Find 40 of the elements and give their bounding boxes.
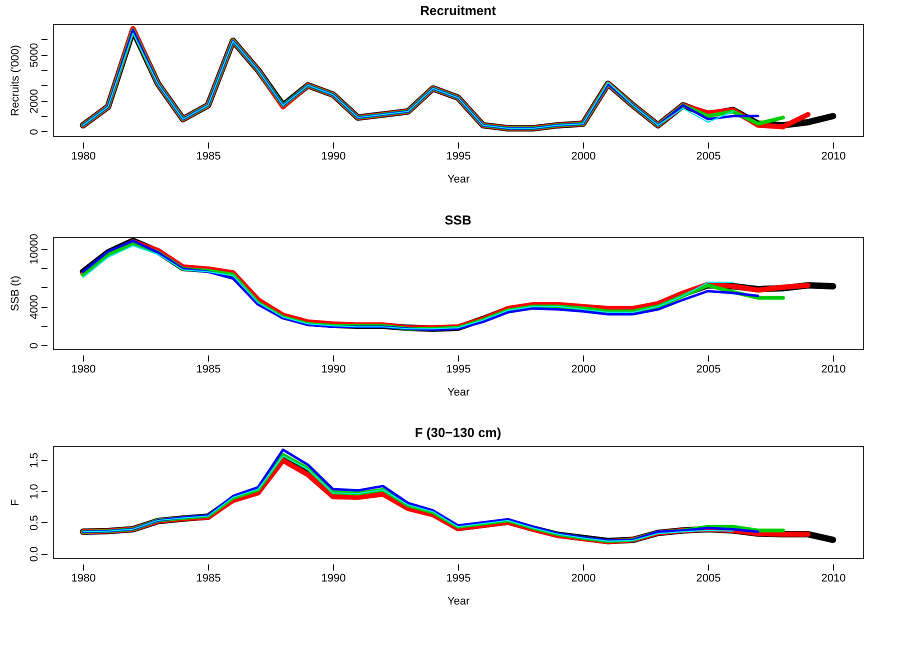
- y-tick-label: 1.5: [28, 452, 40, 468]
- y-tick-label: 2000: [28, 88, 40, 114]
- x-tick-label: 2005: [696, 150, 721, 162]
- x-tick-label: 1985: [196, 572, 221, 584]
- x-tick-label: 2000: [571, 572, 596, 584]
- y-tick-label: 0: [28, 128, 40, 135]
- chart-title: F (30−130 cm): [414, 425, 502, 440]
- y-tick-label: 10000: [28, 234, 40, 264]
- x-tick-label: 1995: [446, 572, 471, 584]
- y-tick-label: 1.0: [28, 484, 40, 500]
- x-tick-label: 2010: [821, 572, 846, 584]
- x-tick-label: 1990: [321, 364, 346, 376]
- x-tick-label: 2005: [696, 364, 721, 376]
- y-axis-title: SSB (t): [10, 276, 22, 312]
- x-tick-label: 1985: [196, 364, 221, 376]
- x-tick-label: 2005: [696, 572, 721, 584]
- x-tick-label: 1980: [71, 364, 96, 376]
- y-tick-label: 5000: [28, 42, 40, 68]
- x-tick-label: 1995: [446, 150, 471, 162]
- x-tick-label: 1990: [321, 572, 346, 584]
- x-tick-label: 1980: [71, 572, 96, 584]
- x-tick-label: 2000: [571, 150, 596, 162]
- y-tick-label: 0.0: [28, 546, 40, 562]
- y-tick-label: 0.5: [28, 515, 40, 530]
- x-tick-label: 1990: [321, 150, 346, 162]
- x-tick-label: 1980: [71, 150, 96, 162]
- y-axis-title: Recruits ('000): [10, 44, 22, 116]
- x-tick-label: 2000: [571, 364, 596, 376]
- x-axis-title: Year: [447, 386, 470, 398]
- x-tick-label: 1985: [196, 150, 221, 162]
- x-tick-label: 2010: [821, 364, 846, 376]
- x-axis-title: Year: [447, 174, 470, 186]
- y-tick-label: 0: [28, 342, 40, 349]
- chart-title: SSB: [444, 212, 472, 228]
- x-axis-title: Year: [447, 596, 470, 608]
- y-tick-label: 4000: [28, 294, 40, 320]
- chart-title: Recruitment: [420, 3, 497, 18]
- x-tick-label: 2010: [821, 150, 846, 162]
- y-axis-title: F: [10, 498, 22, 506]
- x-tick-label: 1995: [446, 364, 471, 376]
